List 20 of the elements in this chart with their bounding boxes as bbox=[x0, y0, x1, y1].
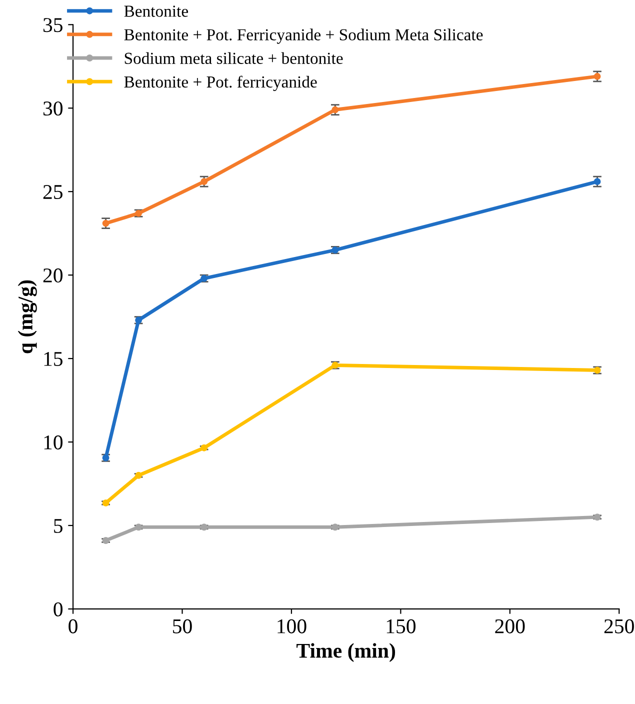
y-tick-label: 10 bbox=[44, 435, 63, 450]
x-tick-label: 50 bbox=[173, 619, 192, 634]
x-axis-title: Time (min) bbox=[296, 643, 396, 662]
y-tick-label: 0 bbox=[54, 602, 63, 616]
y-tick-label: 15 bbox=[44, 352, 62, 366]
y-axis-title: q (mg/g) bbox=[18, 280, 37, 354]
x-tick-label: 100 bbox=[278, 619, 306, 634]
y-tick-label: 20 bbox=[43, 268, 63, 282]
legend-label: Bentonite + Pot. ferricyanide bbox=[124, 76, 317, 92]
x-tick-label: 150 bbox=[386, 619, 416, 634]
y-tick-label: 35 bbox=[43, 18, 62, 32]
legend-label: Bentonite + Pot. Ferricyanide + Sodium Meta Silicate bbox=[124, 28, 483, 44]
x-tick-label: 200 bbox=[495, 619, 525, 634]
y-tick-label: 30 bbox=[43, 101, 63, 116]
y-tick-label: 5 bbox=[54, 519, 62, 533]
legend-label: Bentonite bbox=[124, 6, 188, 17]
x-tick-label: 250 bbox=[604, 619, 634, 634]
legend-label: Sodium meta silicate + bentonite bbox=[124, 52, 343, 64]
x-tick-label: 0 bbox=[68, 619, 78, 634]
y-tick-label: 25 bbox=[43, 185, 62, 200]
